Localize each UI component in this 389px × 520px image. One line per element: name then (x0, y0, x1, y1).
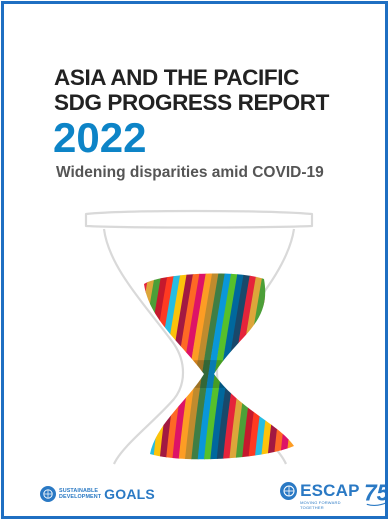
un-emblem-icon (280, 482, 298, 500)
hourglass-stripe (291, 273, 294, 460)
hourglass-stripe (144, 273, 152, 460)
sdg-goals-wordmark: GOALS (104, 486, 155, 502)
sdg-small-line1: SUSTAINABLE (59, 487, 99, 494)
sdg-small-line2: DEVELOPMENT (59, 494, 102, 500)
hourglass-stripes (144, 264, 334, 474)
title-line-2: SDG PROGRESS REPORT (54, 90, 329, 115)
hourglass-stripe (278, 273, 294, 460)
hourglass-stripe (183, 273, 221, 460)
hourglass-stripe (285, 273, 294, 460)
title-line-1: ASIA AND THE PACIFIC (54, 65, 299, 90)
escap-wordmark: ESCAP (300, 481, 360, 500)
hourglass-stripe (190, 273, 228, 460)
hourglass-stripe (298, 264, 334, 474)
sdg-logo: SUSTAINABLE DEVELOPMENT GOALS (40, 486, 155, 502)
hourglass-waist-shade (144, 360, 279, 388)
un-emblem-icon (40, 486, 56, 502)
escap-logo: ESCAP MOVING FORWARD TOGETHER 75 (280, 475, 388, 510)
report-subtitle: Widening disparities amid COVID-19 (56, 164, 324, 181)
escap-75-number: 75 (364, 480, 388, 506)
escap-tagline: MOVING FORWARD TOGETHER (300, 500, 341, 510)
report-year: 2022 (53, 114, 147, 161)
hourglass-stripe (196, 273, 234, 460)
escap-75-mark: 75 (364, 480, 388, 506)
hourglass-icon (84, 209, 334, 474)
